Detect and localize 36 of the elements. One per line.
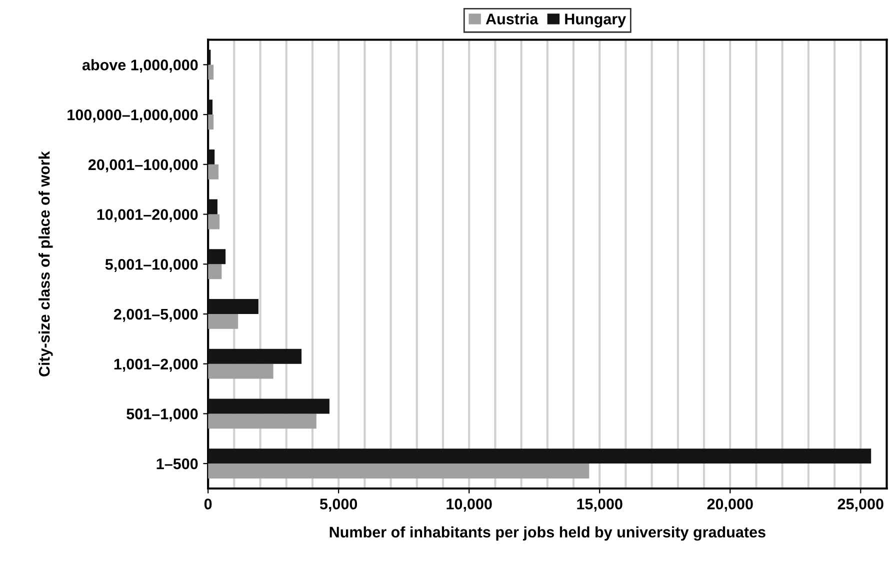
- bar: [208, 448, 872, 464]
- y-tick-label: 20,001–100,000: [88, 159, 198, 172]
- bar: [208, 114, 214, 130]
- bar: [208, 149, 215, 164]
- y-tick-label: 501–1,000: [126, 408, 198, 422]
- y-tick-label: 5,001–10,000: [105, 258, 198, 272]
- y-tick-label: above 1,000,000: [82, 59, 198, 73]
- x-tick-label: 20,000: [707, 498, 753, 512]
- bar: [208, 264, 222, 280]
- bar: [208, 100, 213, 115]
- bar: [208, 299, 258, 314]
- bar: [208, 398, 330, 414]
- x-tick-label: 0: [204, 498, 212, 510]
- y-axis-title: City-size class of place of work: [38, 151, 53, 376]
- bar: [208, 364, 274, 379]
- bar: [208, 348, 302, 364]
- bar: [208, 314, 238, 329]
- y-tick-label: 100,000–1,000,000: [68, 109, 198, 122]
- x-axis-title: Number of inhabitants per jobs held by university graduates: [330, 526, 766, 541]
- bar: [208, 414, 316, 429]
- y-tick-label: 2,001–5,000: [114, 308, 198, 322]
- x-tick-label: 25,000: [838, 498, 884, 512]
- bar: [208, 464, 590, 479]
- legend-label: Hungary: [565, 14, 626, 28]
- bar: [208, 249, 226, 264]
- bar: [208, 164, 219, 180]
- x-tick-label: 10,000: [446, 498, 492, 512]
- y-tick-label: 10,001–20,000: [97, 209, 198, 222]
- legend-label: Austria: [486, 13, 538, 24]
- bar: [208, 64, 214, 80]
- bar: [208, 214, 220, 230]
- y-tick-label: 1–500: [156, 458, 198, 470]
- bar: [208, 199, 218, 214]
- x-tick-label: 5,000: [320, 498, 358, 512]
- x-tick-label: 15,000: [577, 498, 622, 512]
- y-tick-label: 1,001–2,000: [114, 358, 198, 372]
